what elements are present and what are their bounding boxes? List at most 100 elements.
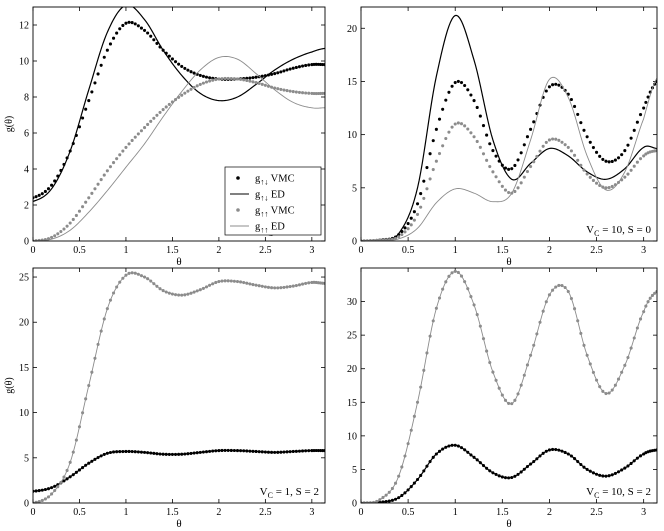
data-point [616,156,621,160]
data-point [425,165,429,170]
data-point [485,133,489,137]
data-point [585,172,589,176]
data-point [180,93,184,97]
data-point [102,55,106,59]
legend-label: g↑↑ ED [255,222,285,235]
data-point [478,145,482,149]
series-markers [361,269,657,503]
data-point [642,154,646,158]
series-markers [33,271,325,503]
data-point [77,209,82,213]
data-point [245,78,249,83]
data-point [211,78,215,82]
data-point [629,168,633,172]
data-point [93,187,97,191]
data-point [242,78,246,82]
data-point [50,183,54,187]
data-point [99,178,103,182]
x-tick-label: 0.5 [402,245,415,256]
y-tick-label: 2 [24,201,29,212]
series-line [361,270,657,503]
x-tick-label: 3 [641,245,646,256]
x-tick-label: 3 [641,507,646,518]
data-point [488,142,492,146]
data-point [186,89,190,93]
data-point [142,28,147,32]
data-point [155,113,159,117]
y-tick-label: 10 [347,130,357,141]
data-point [124,145,128,149]
data-point [314,91,318,96]
data-point [146,31,150,35]
data-point [189,87,193,91]
data-point [409,216,413,220]
y-tick-label: 0 [24,499,29,510]
data-point [297,90,302,94]
data-point [279,87,283,91]
data-point [478,114,482,118]
data-point [579,163,583,167]
y-tick-label: 15 [347,77,357,88]
data-point [248,76,252,80]
y-tick-label: 5 [352,465,357,476]
data-point [544,140,548,144]
y-tick-label: 0 [352,499,357,510]
data-point [604,159,608,163]
y-tick-label: 25 [347,331,357,342]
panel-annotation: VC = 10, S = 0 [586,224,651,238]
y-tick-label: 15 [19,363,29,374]
data-point [475,105,479,109]
legend: g↑↓ VMC g↑↓ ED g↑↑ VMC g↑↑ ED [224,166,322,236]
y-tick-label: 10 [19,57,29,68]
data-point [257,81,261,85]
x-tick-label: 1.5 [496,507,509,518]
plot-frame [32,267,326,504]
data-point [297,65,302,69]
data-point [532,160,536,164]
data-point [304,91,308,95]
data-point [642,106,646,110]
data-point [441,144,445,148]
data-point [638,157,643,161]
data-point [573,153,577,157]
x-tick-label: 2 [547,245,552,256]
data-point [307,63,311,67]
series-line [361,76,657,241]
data-point [595,150,599,154]
x-tick-label: 2 [216,245,221,256]
x-axis-label: θ [506,256,511,268]
data-point [217,77,221,81]
x-tick-label: 1 [453,245,458,256]
series-line [33,449,325,492]
data-point [34,195,38,199]
data-point [428,177,432,181]
data-point [183,91,187,95]
data-point [43,189,47,194]
x-tick-label: 2.5 [590,507,603,518]
data-point [638,113,643,117]
y-tick-label: 6 [24,129,29,140]
data-point [285,89,289,93]
data-point [494,154,498,158]
data-point [573,104,577,109]
data-point [547,138,551,142]
plot-frame [360,267,658,504]
data-point [497,180,501,184]
data-point [412,210,416,214]
data-point [485,158,489,162]
data-point [279,70,283,74]
data-point [544,89,548,93]
data-point [563,143,567,147]
data-point [93,81,97,85]
data-point [291,66,295,70]
legend-label: g↑↓ VMC [255,174,295,187]
data-point [632,128,636,132]
data-point [422,196,426,200]
data-point [105,169,109,173]
data-point [198,82,202,86]
y-tick-label: 20 [19,318,29,329]
x-tick-label: 0 [31,245,36,256]
x-tick-label: 0 [31,507,36,518]
data-point [214,77,218,82]
